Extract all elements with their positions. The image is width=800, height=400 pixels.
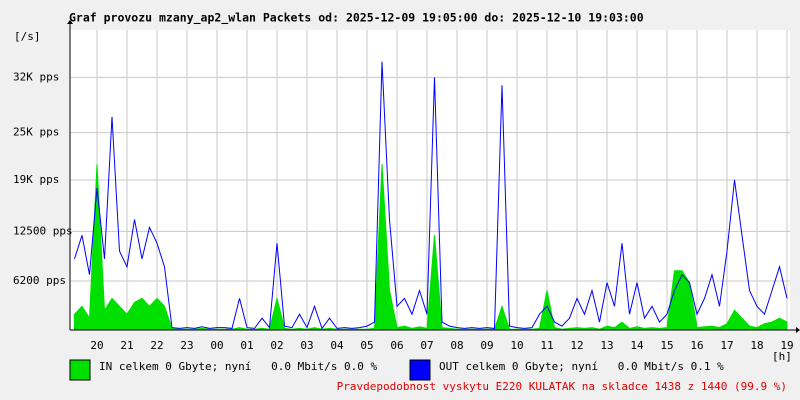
- x-tick-label: 03: [300, 339, 313, 352]
- x-tick-label: 19: [780, 339, 793, 352]
- x-tick-label: 13: [600, 339, 613, 352]
- x-tick-label: 07: [420, 339, 433, 352]
- x-tick-label: 22: [150, 339, 163, 352]
- legend-entry: IN celkem 0 Gbyte; nyní 0.0 Mbit/s 0.0 %: [99, 360, 378, 373]
- x-tick-label: 10: [510, 339, 523, 352]
- legend-swatch: [409, 359, 431, 381]
- y-unit: [/s]: [14, 30, 41, 43]
- x-tick-label: 20: [90, 339, 103, 352]
- x-axis-arrow: [796, 327, 800, 333]
- x-tick-label: 05: [360, 339, 373, 352]
- footer-note: Pravdepodobnost vyskytu E220 KULATAK na …: [337, 380, 787, 393]
- y-tick-label: 32K pps: [13, 70, 59, 83]
- series-area: [74, 164, 788, 331]
- x-tick-label: 01: [240, 339, 253, 352]
- x-tick-label: 00: [210, 339, 223, 352]
- chart-title: Graf provozu mzany_ap2_wlan Packets od: …: [69, 11, 644, 26]
- x-tick-label: 09: [480, 339, 493, 352]
- x-tick-label: 16: [690, 339, 703, 352]
- x-tick-label: 02: [270, 339, 283, 352]
- y-tick-label: 6200 pps: [13, 274, 66, 287]
- x-tick-label: 04: [330, 339, 344, 352]
- y-tick-label: 25K pps: [13, 126, 59, 139]
- x-tick-label: 14: [630, 339, 644, 352]
- x-tick-label: 11: [540, 339, 553, 352]
- y-tick-label: 19K pps: [13, 173, 59, 186]
- series-line: [74, 61, 788, 330]
- legend-swatch: [69, 359, 91, 381]
- x-tick-label: 08: [450, 339, 463, 352]
- x-tick-label: 06: [390, 339, 403, 352]
- y-axis-arrow: [67, 20, 73, 24]
- x-unit: [h]: [772, 350, 792, 363]
- y-tick-label: 12500 pps: [13, 224, 73, 237]
- x-tick-label: 21: [120, 339, 133, 352]
- x-tick-label: 12: [570, 339, 583, 352]
- x-tick-label: 17: [720, 339, 733, 352]
- x-tick-label: 23: [180, 339, 193, 352]
- legend-entry: OUT celkem 0 Gbyte; nyní 0.0 Mbit/s 0.1 …: [439, 360, 724, 373]
- x-tick-label: 18: [750, 339, 763, 352]
- x-tick-label: 15: [660, 339, 673, 352]
